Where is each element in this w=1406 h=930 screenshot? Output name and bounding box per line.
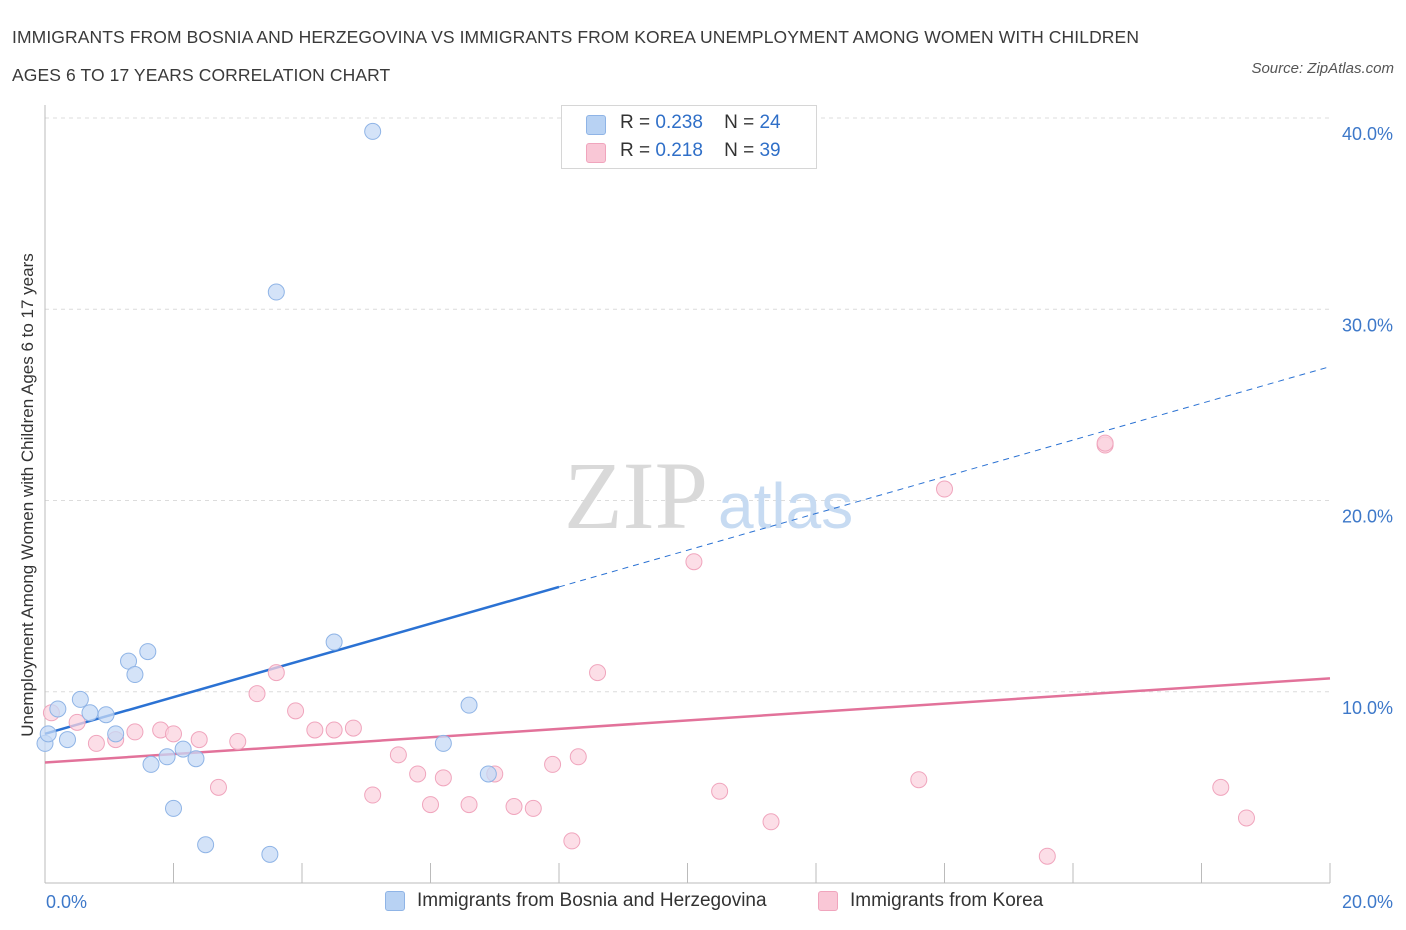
point-korea — [563, 832, 581, 850]
watermark-atlas: atlas — [718, 470, 853, 542]
legend-n-label: N = — [724, 112, 755, 133]
source-credit: Source: ZipAtlas.com — [1251, 60, 1394, 77]
point-korea — [209, 778, 227, 796]
point-korea — [190, 731, 208, 749]
point-korea — [936, 480, 953, 498]
chart-title: IMMIGRANTS FROM BOSNIA AND HERZEGOVINA V… — [12, 27, 1140, 85]
point-korea — [524, 799, 542, 817]
point-korea — [1038, 847, 1056, 865]
point-korea — [267, 664, 285, 682]
y-tick-label: 30.0% — [1342, 315, 1393, 335]
point-korea — [389, 746, 407, 764]
point-korea — [1096, 434, 1114, 452]
point-bosnia — [97, 706, 115, 724]
data-points — [36, 122, 1255, 865]
point-korea — [711, 782, 729, 800]
axes — [44, 105, 1331, 884]
point-bosnia — [325, 633, 343, 651]
point-korea — [287, 702, 305, 720]
legend-label-bosnia: Immigrants from Bosnia and Herzegovina — [417, 890, 767, 911]
point-bosnia — [261, 845, 279, 863]
point-korea — [1237, 809, 1255, 827]
correlation-legend: R = 0.238 N = 24 R = 0.218 N = 39 — [561, 105, 817, 169]
point-bosnia — [434, 734, 452, 752]
x-tick-label: 0.0% — [46, 892, 87, 912]
y-tick-label: 20.0% — [1342, 507, 1393, 527]
point-korea — [229, 732, 247, 750]
point-korea — [569, 748, 587, 766]
point-korea — [1212, 778, 1230, 796]
point-korea — [248, 685, 266, 703]
point-korea — [685, 553, 703, 571]
point-bosnia — [364, 122, 382, 140]
watermark-zip: ZIP — [564, 442, 708, 549]
y-tick-label: 10.0% — [1342, 698, 1393, 718]
point-korea — [325, 721, 343, 739]
point-korea — [409, 765, 427, 783]
point-korea — [434, 769, 452, 787]
trend-lines — [44, 366, 1331, 764]
point-bosnia — [197, 836, 215, 854]
legend-r-value: 0.238 — [655, 112, 703, 133]
legend-n-value: 24 — [759, 112, 781, 133]
legend-r-value: 0.218 — [655, 140, 703, 161]
trend-line-bosnia-extrapolated — [558, 366, 1331, 588]
legend-swatch-bosnia — [586, 115, 606, 135]
gridlines — [45, 117, 1330, 693]
point-bosnia — [174, 740, 192, 758]
point-bosnia — [479, 765, 497, 783]
point-korea — [126, 723, 144, 741]
point-bosnia — [81, 704, 99, 722]
point-korea — [422, 796, 439, 814]
legend-label-korea: Immigrants from Korea — [850, 890, 1044, 911]
point-bosnia — [58, 731, 76, 749]
point-bosnia — [187, 750, 205, 768]
point-bosnia — [142, 755, 160, 773]
y-tick-labels: 10.0% 20.0% 30.0% 40.0% — [1342, 124, 1393, 718]
y-tick-label: 40.0% — [1342, 124, 1393, 144]
point-korea — [68, 713, 86, 731]
point-korea — [306, 721, 324, 739]
x-tick-labels: 0.0% 20.0% — [46, 892, 1393, 912]
point-korea — [910, 771, 928, 789]
legend-swatch-korea — [818, 891, 838, 911]
point-bosnia — [165, 799, 182, 817]
point-bosnia — [71, 690, 89, 708]
legend-swatch-korea — [586, 143, 606, 163]
watermark: ZIP atlas — [564, 442, 853, 549]
point-bosnia — [126, 666, 144, 684]
point-bosnia — [139, 643, 157, 661]
legend-n-label: N = — [724, 140, 755, 161]
legend-swatch-bosnia — [385, 891, 405, 911]
x-tick-label: 20.0% — [1342, 892, 1393, 912]
point-korea — [165, 725, 182, 743]
point-korea — [460, 796, 478, 814]
legend-n-value: 39 — [759, 140, 781, 161]
point-korea — [364, 786, 382, 804]
point-bosnia — [460, 696, 478, 714]
point-korea — [762, 813, 780, 831]
trend-line-korea — [44, 677, 1331, 764]
point-korea — [87, 734, 105, 752]
point-korea — [344, 719, 362, 737]
legend-r-label: R = — [620, 112, 651, 133]
point-bosnia — [39, 725, 57, 743]
point-bosnia — [49, 700, 67, 718]
point-korea — [505, 798, 523, 815]
point-korea — [589, 664, 607, 682]
trend-line-bosnia — [44, 585, 560, 736]
point-bosnia — [107, 725, 125, 743]
y-axis-label: Unemployment Among Women with Children A… — [18, 253, 37, 737]
point-korea — [544, 755, 562, 773]
point-bosnia — [267, 283, 285, 301]
legend-r-label: R = — [620, 140, 651, 161]
point-bosnia — [158, 748, 176, 766]
